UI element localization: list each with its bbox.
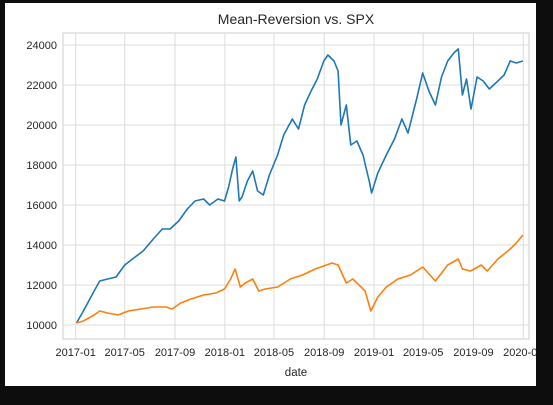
- y-tick-label: 22000: [26, 80, 57, 92]
- y-tick-label: 24000: [26, 40, 57, 52]
- series-line-2: [76, 234, 524, 324]
- series-line-1: [75, 48, 524, 324]
- x-axis-label: date: [285, 367, 307, 379]
- x-tick-label: 2017-09: [155, 347, 195, 359]
- x-tick-label: 2018-01: [205, 347, 245, 359]
- chart-title: Mean-Reversion vs. SPX: [218, 11, 375, 27]
- x-tick-label: 2018-09: [304, 347, 344, 359]
- y-tick-label: 10000: [26, 320, 57, 332]
- chart-canvas: 10000 12000 14000 16000 18000 20000 22000 24000…: [26, 11, 536, 379]
- chart-figure: 10000 12000 14000 16000 18000 20000 22000 24000…: [5, 3, 536, 386]
- plot-area: [62, 32, 530, 340]
- x-tick-label: 2018-05: [254, 347, 294, 359]
- y-tick-label: 12000: [26, 280, 57, 292]
- series-lines: [75, 48, 524, 324]
- x-tick-label: 2017-01: [55, 347, 95, 359]
- x-tick-labels: 2017-01 2017-05 2017-09 2018-01 2018-05 2018-…: [55, 347, 536, 359]
- x-tick-label: 2019-09: [453, 347, 493, 359]
- y-tick-label: 14000: [26, 240, 57, 252]
- y-tick-label: 16000: [26, 200, 57, 212]
- y-tick-label: 18000: [26, 160, 57, 172]
- y-tick-labels: 10000 12000 14000 16000 18000 20000 22000 24000: [26, 40, 57, 332]
- x-tick-label: 2020-01: [503, 347, 536, 359]
- y-tick-label: 20000: [26, 120, 57, 132]
- x-tick-label: 2019-05: [403, 347, 443, 359]
- x-tick-label: 2019-01: [354, 347, 394, 359]
- x-tick-label: 2017-05: [105, 347, 145, 359]
